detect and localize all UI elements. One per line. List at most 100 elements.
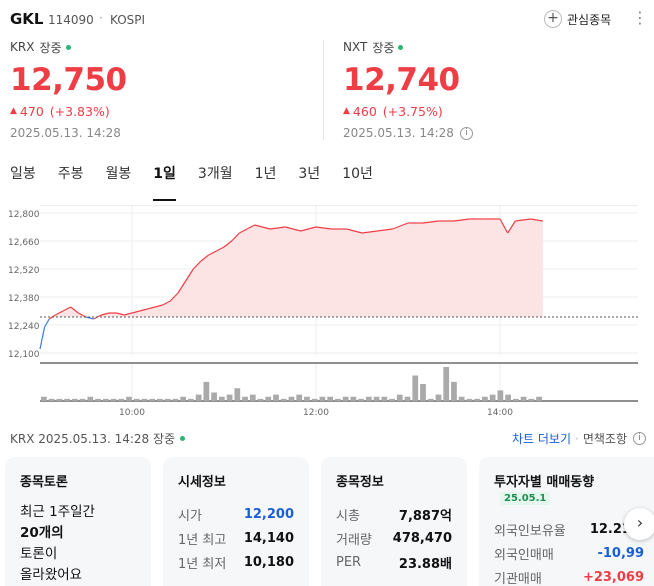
krx-current-price: 12,750 bbox=[10, 62, 127, 98]
investor-row: 기관매매 +23,069 bbox=[494, 565, 644, 586]
volume-bar bbox=[56, 398, 63, 401]
volume-bar bbox=[505, 394, 511, 401]
price-line-segment bbox=[177, 280, 187, 294]
nxt-timestamp: 2025.05.13. 14:28 bbox=[343, 126, 454, 140]
price-line-segment bbox=[499, 218, 509, 234]
volume-bar bbox=[304, 396, 310, 401]
row-value: 14,140 bbox=[243, 530, 294, 546]
volume-bar bbox=[458, 396, 465, 401]
stock-header: GKL 114090 · KOSPI + 관심종목 ⋮ bbox=[10, 8, 648, 30]
volume-bar bbox=[319, 396, 326, 401]
price-area-fill bbox=[40, 219, 543, 317]
price-line-segment bbox=[139, 308, 148, 312]
nxt-market-label: NXT bbox=[343, 40, 368, 54]
more-options-icon[interactable]: ⋮ bbox=[632, 8, 648, 27]
discussion-line: 토론이 bbox=[20, 546, 58, 562]
krx-timestamp: 2025.05.13. 14:28 bbox=[10, 126, 121, 140]
krx-change-amount: 470 bbox=[19, 103, 44, 119]
row-label: 1년 최저 bbox=[178, 556, 227, 572]
tab-monthly[interactable]: 월봉 bbox=[105, 166, 132, 182]
price-line-segment bbox=[254, 224, 263, 228]
quote-card[interactable]: 시세정보 시가 12,200 1년 최고 14,140 1년 최저 10,180 bbox=[163, 457, 309, 586]
volume-bar bbox=[296, 394, 303, 401]
y-tick-label: 12,100 bbox=[8, 350, 40, 360]
stock-code: 114090 bbox=[48, 13, 94, 27]
volume-bar bbox=[195, 394, 202, 401]
tab-daily[interactable]: 일봉 bbox=[10, 166, 36, 182]
tab-1day[interactable]: 1일 bbox=[153, 162, 176, 202]
price-line-segment bbox=[223, 240, 233, 248]
price-line-segment bbox=[200, 254, 210, 262]
volume-bar bbox=[71, 398, 78, 401]
volume-bar bbox=[536, 396, 542, 401]
tab-1year[interactable]: 1년 bbox=[254, 166, 277, 182]
info-icon[interactable]: i bbox=[633, 432, 646, 445]
price-line-segment bbox=[70, 306, 79, 314]
x-tick-label: 14:00 bbox=[487, 408, 513, 418]
chart-more-link[interactable]: 차트 더보기 bbox=[511, 432, 571, 446]
intraday-price-chart[interactable]: 12,800 12,660 12,520 12,380 12,240 12,100 10:0… bbox=[0, 205, 654, 420]
price-line-segment bbox=[116, 312, 125, 316]
price-line-segment bbox=[216, 246, 225, 252]
market-name: KOSPI bbox=[110, 13, 146, 27]
tab-3month[interactable]: 3개월 bbox=[197, 166, 233, 182]
price-line-segment bbox=[346, 228, 363, 234]
volume-bar bbox=[48, 398, 55, 401]
volume-bar bbox=[327, 396, 334, 401]
volume-bar bbox=[489, 394, 496, 401]
volume-bar bbox=[466, 398, 473, 401]
volume-bar bbox=[87, 396, 94, 401]
row-label: PER bbox=[336, 554, 362, 570]
krx-change: ▲ 470 (+3.83%) bbox=[10, 102, 310, 120]
volume-bar bbox=[412, 375, 419, 401]
volume-bar bbox=[149, 398, 156, 401]
volume-bar bbox=[373, 396, 380, 401]
volume-bar bbox=[365, 396, 372, 401]
period-tabs: 일봉 주봉 월봉 1일 3개월 1년 3년 10년 bbox=[10, 162, 395, 202]
price-line-segment bbox=[453, 218, 470, 222]
plus-icon: + bbox=[544, 10, 562, 28]
volume-bar bbox=[257, 398, 264, 401]
info-icon[interactable]: i bbox=[459, 126, 473, 140]
card-title: 투자자별 매매동향 bbox=[494, 475, 595, 490]
nxt-price-panel: NXT 장중 12,740 ▲ 460 (+3.75%) 2025.05.13.… bbox=[343, 38, 643, 148]
volume-bar bbox=[420, 384, 426, 401]
tab-10year[interactable]: 10년 bbox=[342, 166, 373, 182]
price-line-segment bbox=[44, 318, 50, 328]
nxt-change-percent: (+3.75%) bbox=[382, 103, 443, 119]
volume-bar bbox=[342, 396, 349, 401]
volume-bar bbox=[141, 398, 148, 401]
nxt-status: 장중 bbox=[372, 40, 395, 55]
x-tick-label: 12:00 bbox=[303, 408, 329, 418]
price-line-segment bbox=[392, 222, 409, 230]
discussion-card[interactable]: 종목토론 최근 1주일간 20개의 토론이 올라왔어요 bbox=[5, 457, 151, 586]
discussion-line: 20개의 bbox=[20, 525, 64, 541]
volume-bar bbox=[443, 367, 450, 401]
live-dot-icon bbox=[180, 436, 186, 441]
price-line-segment bbox=[85, 316, 94, 320]
volume-bar bbox=[102, 398, 109, 401]
tab-3year[interactable]: 3년 bbox=[298, 166, 321, 182]
volume-bar bbox=[512, 398, 519, 401]
volume-bar bbox=[242, 396, 248, 401]
nxt-change-amount: 460 bbox=[352, 103, 377, 119]
volume-bar bbox=[41, 396, 47, 401]
row-label: 거래량 bbox=[336, 532, 372, 548]
price-line-segment bbox=[78, 312, 87, 318]
add-favorite-button[interactable]: + 관심종목 bbox=[544, 8, 611, 30]
volume-bar bbox=[273, 394, 279, 401]
quote-row: 1년 최저 10,180 bbox=[178, 550, 294, 574]
row-value: -10,99 bbox=[597, 545, 644, 561]
tab-weekly[interactable]: 주봉 bbox=[57, 166, 84, 182]
volume-bar bbox=[427, 398, 434, 401]
disclaimer-link[interactable]: 면책조항 bbox=[582, 432, 627, 446]
chevron-right-icon[interactable]: › bbox=[624, 508, 654, 540]
volume-bar bbox=[172, 398, 179, 401]
price-line-segment bbox=[154, 304, 163, 308]
volume-bar bbox=[64, 398, 70, 401]
price-line-segment bbox=[507, 220, 516, 234]
stock-info-card[interactable]: 종목정보 시총 7,887억 거래량 478,470 PER 23.88배 bbox=[321, 457, 467, 586]
panel-divider bbox=[323, 40, 324, 140]
price-line-segment bbox=[39, 326, 46, 350]
price-line-segment bbox=[315, 226, 332, 230]
